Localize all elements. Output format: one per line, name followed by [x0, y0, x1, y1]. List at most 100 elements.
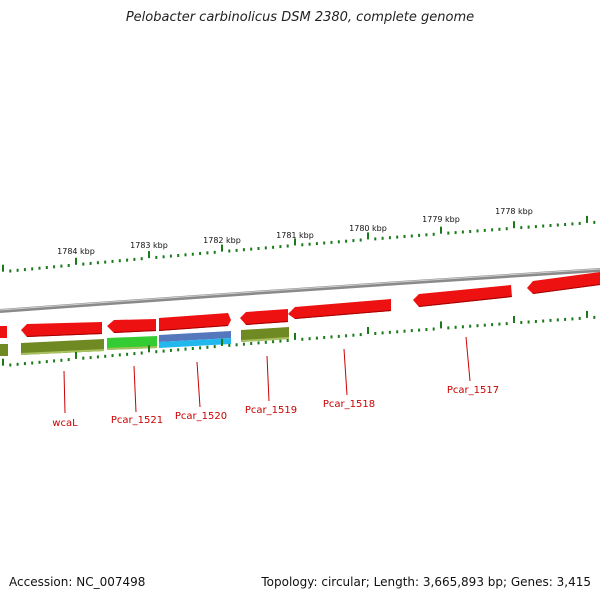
minor-tick — [140, 257, 143, 261]
gene-label-group: wcaL Pcar_1521 Pcar_1520 Pcar_1519 Pcar_… — [52, 385, 499, 429]
minor-tick — [111, 354, 114, 358]
minor-tick — [388, 236, 391, 240]
minor-tick — [279, 339, 282, 343]
minor-tick — [272, 245, 275, 249]
minor-tick — [118, 259, 121, 263]
minor-tick — [118, 353, 121, 357]
minor-tick — [213, 345, 216, 349]
minor-tick — [126, 258, 129, 262]
minor-tick — [155, 350, 158, 354]
major-tick — [513, 221, 515, 229]
gene-label-pcar1517[interactable]: Pcar_1517 — [447, 385, 499, 396]
minor-tick — [286, 339, 289, 342]
minor-tick — [169, 348, 172, 352]
minor-tick — [250, 342, 253, 345]
leader-pcar1521 — [133, 365, 137, 413]
minor-tick — [38, 360, 41, 364]
minor-tick — [564, 223, 567, 226]
minor-tick — [520, 321, 523, 324]
cds-arrow[interactable] — [288, 299, 391, 319]
cds-arrow[interactable] — [240, 309, 288, 325]
gene-bar-top[interactable] — [159, 331, 231, 342]
leader-wcaL — [63, 370, 66, 414]
minor-tick — [133, 352, 136, 356]
minor-tick — [96, 261, 99, 265]
major-tick — [586, 310, 588, 318]
minor-tick — [162, 255, 165, 259]
minor-tick — [534, 320, 537, 323]
gene-label-pcar1520[interactable]: Pcar_1520 — [175, 411, 227, 422]
minor-tick — [556, 223, 559, 227]
major-tick — [367, 327, 369, 334]
major-tick — [148, 251, 150, 259]
minor-tick — [483, 228, 486, 232]
genome-backbone-highlight — [0, 268, 600, 311]
minor-tick — [403, 235, 406, 238]
minor-tick — [571, 317, 574, 321]
gene-label-pcar1518[interactable]: Pcar_1518 — [323, 399, 375, 410]
minor-tick — [184, 253, 187, 257]
minor-tick — [53, 359, 56, 363]
minor-tick — [104, 354, 107, 358]
minor-tick — [578, 221, 581, 225]
cds-arrow[interactable] — [413, 285, 512, 307]
minor-tick — [67, 264, 70, 267]
minor-tick — [381, 236, 384, 240]
minor-tick — [126, 352, 129, 356]
minor-tick — [31, 361, 34, 365]
gene-label-wcaL[interactable]: wcaL — [52, 418, 78, 429]
minor-tick — [213, 250, 216, 254]
minor-tick — [527, 225, 530, 229]
cds-track-red — [0, 272, 600, 338]
minor-tick — [491, 228, 494, 232]
minor-tick — [315, 242, 318, 246]
minor-tick — [461, 230, 464, 234]
major-tick — [294, 238, 296, 246]
minor-tick — [53, 265, 56, 269]
minor-tick — [301, 243, 304, 247]
minor-tick — [593, 315, 596, 319]
major-tick — [513, 316, 515, 323]
minor-tick — [418, 233, 421, 237]
minor-tick — [242, 248, 245, 252]
minor-tick — [454, 231, 457, 235]
minor-tick — [308, 242, 311, 246]
cds-arrow[interactable] — [527, 272, 600, 294]
major-tick — [294, 332, 296, 340]
scale-label-1780: 1780 kbp — [349, 224, 387, 233]
cds-arrow[interactable] — [21, 322, 102, 337]
cds-arrow[interactable] — [107, 319, 156, 333]
minor-tick — [447, 326, 450, 330]
minor-tick — [89, 261, 92, 265]
minor-tick — [410, 329, 413, 333]
major-tick — [367, 232, 369, 240]
minor-tick — [23, 362, 26, 366]
minor-tick — [337, 240, 340, 244]
minor-tick — [469, 324, 472, 328]
genome-backbone — [0, 268, 600, 313]
minor-tick — [162, 349, 165, 353]
minor-tick — [323, 241, 326, 245]
scale-label-1784: 1784 kbp — [57, 247, 95, 256]
minor-tick — [593, 220, 596, 224]
gene-bar-bottom[interactable] — [159, 338, 231, 348]
gene-highlight — [21, 337, 289, 355]
minor-tick — [257, 341, 260, 345]
leader-pcar1519 — [266, 355, 270, 402]
minor-tick — [425, 233, 428, 237]
minor-tick — [96, 355, 99, 359]
minor-tick — [388, 330, 391, 334]
gene-track-reverse — [0, 327, 289, 356]
gene-label-pcar1519[interactable]: Pcar_1519 — [245, 405, 297, 416]
minor-tick — [177, 254, 180, 257]
gene-label-pcar1521[interactable]: Pcar_1521 — [111, 415, 163, 426]
map-title: Pelobacter carbinolicus DSM 2380, comple… — [125, 10, 475, 25]
minor-tick — [235, 343, 238, 347]
minor-tick — [461, 325, 464, 329]
cds-arrow[interactable] — [0, 326, 7, 338]
gene-bar[interactable] — [0, 344, 8, 356]
minor-tick — [60, 358, 63, 362]
minor-tick — [301, 337, 304, 341]
genome-summary-text: Topology: circular; Length: 3,665,893 bp… — [261, 575, 591, 589]
inner-tick-track — [2, 310, 596, 367]
